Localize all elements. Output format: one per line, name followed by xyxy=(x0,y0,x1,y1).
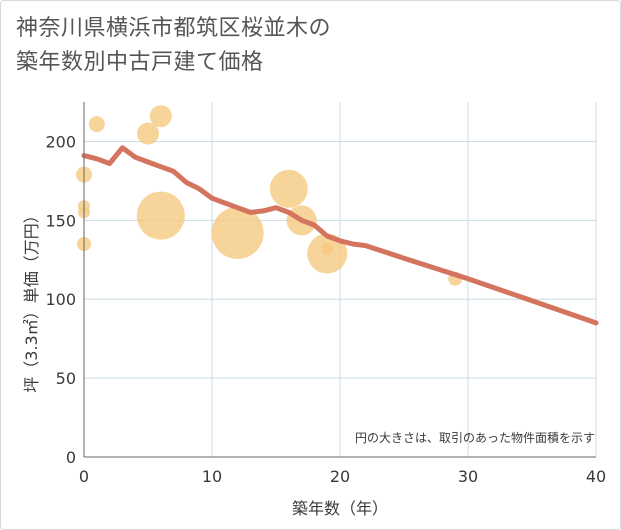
trend-line xyxy=(81,145,599,326)
grid xyxy=(84,102,597,457)
bubbles xyxy=(76,105,463,286)
x-tick-label-30: 30 xyxy=(458,467,478,486)
tick-labels: 0 50 100 150 200 0 10 20 30 40 xyxy=(45,132,606,486)
y-tick-label-100: 100 xyxy=(45,290,76,309)
y-tick-label-150: 150 xyxy=(45,211,76,230)
chart-title: 神奈川県横浜市都筑区桜並木の 築年数別中古戸建て価格 xyxy=(16,12,331,80)
x-axis-label: 築年数（年） xyxy=(292,499,388,518)
bubble-size-note: 円の大きさは、取引のあった物件面積を示す xyxy=(355,430,595,445)
bubble-point-4 xyxy=(88,116,105,133)
bubble-point-9 xyxy=(269,169,308,208)
bubble-point-5 xyxy=(137,122,159,145)
x-tick-label-20: 20 xyxy=(330,467,350,486)
x-tick-label-10: 10 xyxy=(202,467,222,486)
x-tick-label-40: 40 xyxy=(586,467,606,486)
chart-title-line1: 神奈川県横浜市都筑区桜並木の xyxy=(16,16,332,41)
bubble-point-12 xyxy=(321,242,334,255)
y-axis-label: 坪（3.3㎡）単価（万円） xyxy=(22,207,41,392)
y-tick-label-200: 200 xyxy=(45,132,76,151)
x-tick-label-0: 0 xyxy=(79,467,89,486)
y-tick-label-0: 0 xyxy=(66,448,76,467)
y-tick-label-50: 50 xyxy=(56,369,76,388)
bubble-point-6 xyxy=(149,105,172,128)
bubble-point-8 xyxy=(211,206,264,259)
bubble-point-7 xyxy=(136,191,185,240)
chart-title-line2: 築年数別中古戸建て価格 xyxy=(16,50,264,75)
axes xyxy=(83,102,596,458)
